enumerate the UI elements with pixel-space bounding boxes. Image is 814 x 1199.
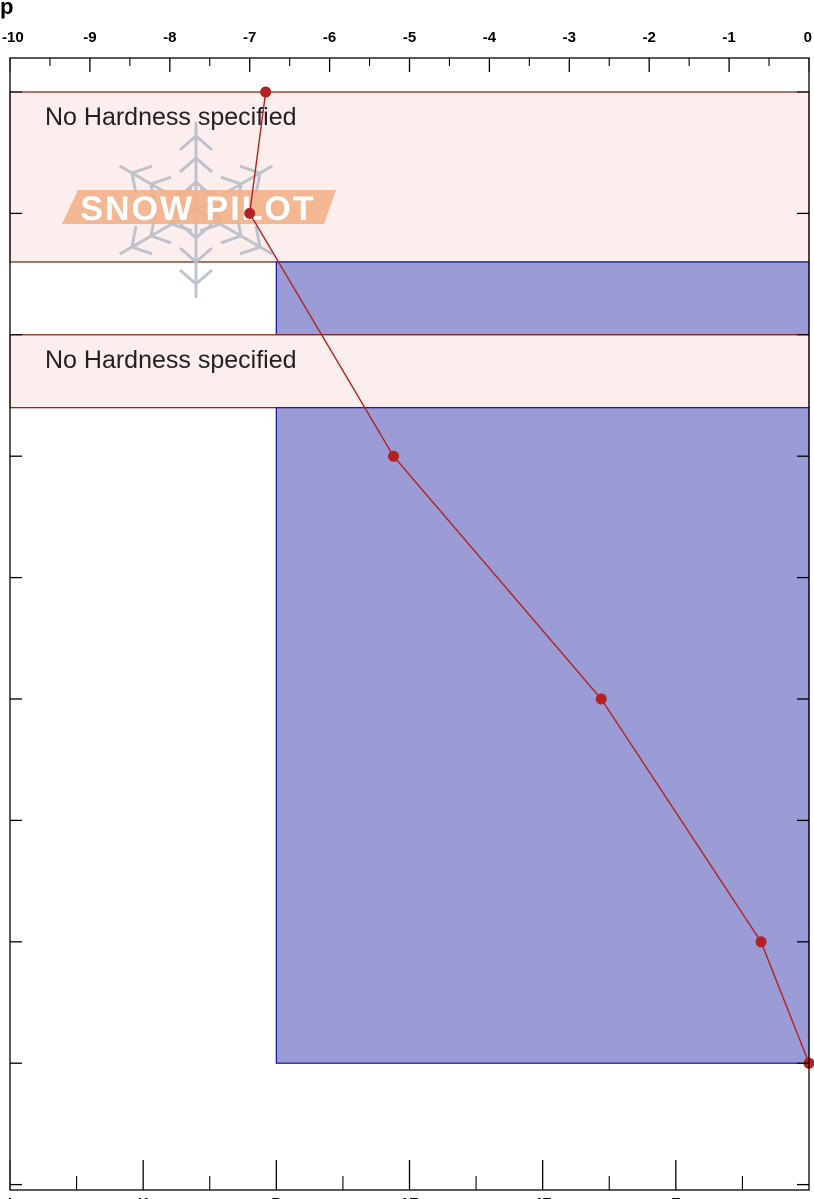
top-tick-label: -3: [563, 29, 576, 46]
temperature-line: [248, 91, 810, 1064]
top-tick-label: -7: [243, 29, 256, 46]
bottom-tick-label: 1F: [401, 1195, 419, 1199]
temperature-point-3: [595, 693, 607, 705]
top-tick-label: -6: [323, 29, 336, 46]
bottom-tick-label: I: [8, 1195, 12, 1199]
hardness-layers: No Hardness specified No Hardness specifi…: [9, 91, 810, 1064]
top-tick-label: -4: [483, 29, 497, 46]
watermark-text: SNOW PILOT: [80, 190, 315, 228]
partial-header-text: p: [0, 0, 13, 19]
hardness-layer-2: [9, 334, 810, 409]
top-tick-label: -2: [643, 29, 656, 46]
watermark-band: [62, 190, 336, 224]
temperature-axis-top: -10 -9 -8 -7 -6 -5 -4 -3 -2 -1 0: [2, 29, 812, 72]
top-tick-label: -10: [2, 29, 24, 46]
bottom-tick-label: 4F: [534, 1195, 552, 1199]
layer-label: No Hardness specified: [45, 103, 297, 131]
bottom-tick-label: F: [671, 1195, 680, 1199]
top-tick-label: -8: [163, 29, 176, 46]
top-tick-label: -5: [403, 29, 416, 46]
top-tick-label: -9: [83, 29, 96, 46]
temperature-point-2: [388, 450, 400, 462]
hardness-layer-3: [275, 406, 810, 1064]
top-tick-label: 0: [804, 29, 812, 46]
top-tick-label: -1: [722, 29, 735, 46]
bottom-tick-label: K: [138, 1195, 149, 1199]
hardness-layer-1: [275, 261, 810, 336]
bottom-tick-label: P: [271, 1195, 281, 1199]
snow-pilot-watermark: SNOW PILOT: [62, 122, 336, 298]
depth-axis-ticks: [10, 91, 809, 1186]
hardness-layer-0: [9, 91, 810, 263]
temperature-point-4: [755, 936, 767, 948]
layer-label: No Hardness specified: [45, 346, 297, 374]
temperature-point-0: [260, 86, 272, 98]
hardness-axis-bottom: I K P 1F 4F F: [8, 1160, 743, 1199]
temperature-point-1: [244, 207, 256, 219]
